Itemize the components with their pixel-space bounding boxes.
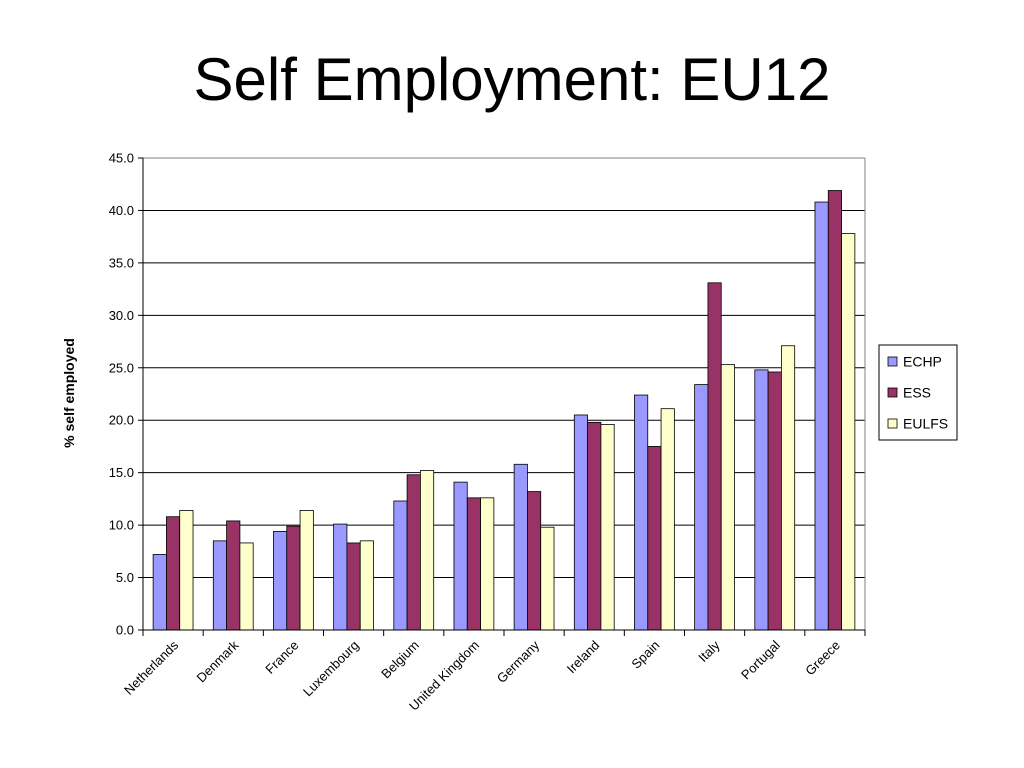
bar-echp-denmark [212,540,228,631]
y-tick-label: 45.0 [109,151,134,166]
bar-ess-ireland [587,421,602,631]
legend-swatch-echp [887,356,898,367]
x-tick-label: Netherlands [121,637,182,698]
bar-echp-belgium [393,500,408,631]
y-tick-label: 5.0 [116,570,134,585]
bar-ess-germany [527,491,542,631]
x-tick-label: Portugal [738,637,783,682]
y-tick-label: 20.0 [109,413,134,428]
x-tick-label: Greece [802,638,843,679]
bar-echp-netherlands [152,554,167,631]
bar-eulfs-italy [720,364,735,631]
y-tick-labels: 0.0 5.0 10.0 15.0 20.0 25.0 30.0 35.0 40.0 45.0 [109,151,134,638]
x-tick-label: Denmark [194,637,242,685]
bar-echp-united-kingdom [453,481,468,631]
bar-eulfs-ireland [600,424,615,631]
x-tick-label: Italy [695,637,723,665]
bar-ess-belgium [406,474,421,631]
bar-ess-portugal [767,371,782,631]
bar-ess-united-kingdom [466,497,481,631]
bar-ess-spain [647,446,662,631]
y-tick-label: 40.0 [109,203,134,218]
axes [138,157,866,636]
bar-ess-luxembourg [346,542,361,631]
bar-eulfs-france [299,510,314,631]
bar-echp-luxembourg [333,523,348,631]
bar-echp-ireland [573,414,588,631]
bars [152,190,856,631]
y-tick-label: 35.0 [109,255,134,270]
legend-label-echp: ECHP [903,354,942,370]
y-tick-label: 15.0 [109,465,134,480]
bar-ess-netherlands [166,516,181,631]
x-tick-label: Spain [628,638,662,672]
legend-swatch-ess [887,387,898,398]
bar-eulfs-spain [660,408,675,631]
bar-ess-greece [827,190,842,631]
bar-echp-portugal [754,369,769,631]
x-tick-label: Belgium [378,638,422,682]
bar-eulfs-greece [841,233,856,631]
y-tick-label: 30.0 [109,308,134,323]
y-axis-title: % self employed [61,338,77,448]
bar-eulfs-portugal [781,345,796,631]
x-tick-label: France [262,638,301,677]
y-tick-label: 25.0 [109,360,134,375]
bar-ess-france [286,525,301,631]
x-tick-label: Luxembourg [300,638,362,700]
y-tick-label: 10.0 [109,518,134,533]
y-tick-label: 0.0 [116,623,134,638]
bar-eulfs-belgium [419,470,435,631]
bar-ess-italy [707,282,722,631]
bar-ess-denmark [226,520,241,631]
slide-title: Self Employment: EU12 [193,46,831,113]
x-tick-label: Ireland [564,638,603,677]
legend: ECHP ESS EULFS [878,344,958,441]
bar-echp-spain [634,394,649,631]
bar-echp-germany [513,463,528,631]
legend-label-eulfs: EULFS [903,416,948,432]
legend-label-ess: ESS [903,385,931,401]
bar-eulfs-denmark [239,542,254,631]
bar-echp-france [273,531,288,631]
bar-echp-italy [694,384,709,631]
x-tick-label: Germany [494,637,543,686]
legend-swatch-eulfs [887,418,898,429]
bar-echp-greece [814,201,829,631]
bar-eulfs-germany [540,526,555,631]
bar-eulfs-luxembourg [359,540,374,631]
bar-eulfs-united-kingdom [480,497,495,631]
bar-eulfs-netherlands [179,510,194,631]
